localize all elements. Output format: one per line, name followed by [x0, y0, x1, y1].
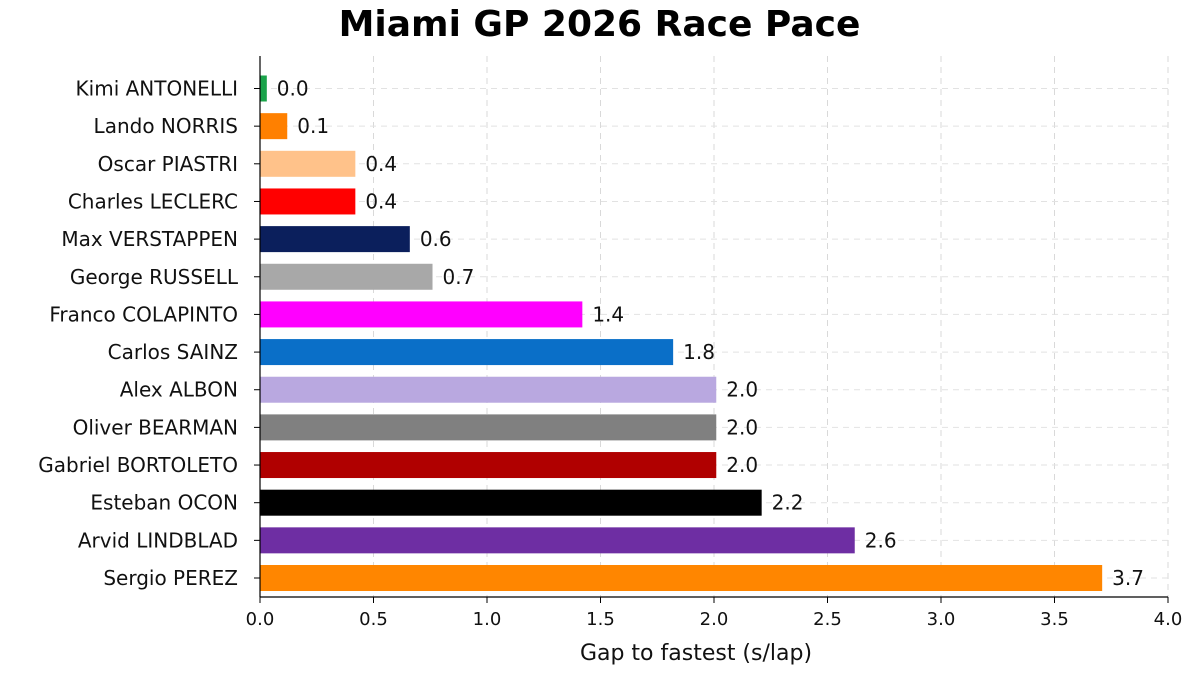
value-label: 0.1: [297, 114, 329, 138]
x-tick-label: 2.5: [813, 609, 842, 630]
bar: [260, 226, 410, 253]
value-label: 0.6: [420, 227, 452, 251]
x-tick-label: 3.5: [1040, 609, 1069, 630]
bar: [260, 527, 855, 554]
x-tick-label: 0.0: [246, 609, 275, 630]
bar: [260, 301, 583, 328]
bar: [260, 414, 717, 441]
category-label: Charles LECLERC: [68, 189, 238, 213]
bar: [260, 565, 1103, 591]
category-label: Arvid LINDBLAD: [78, 528, 238, 552]
value-label: 2.0: [726, 453, 758, 477]
bar: [260, 188, 356, 215]
x-tick-label: 1.0: [473, 609, 502, 630]
value-label: 0.7: [443, 265, 475, 289]
category-label: Alex ALBON: [120, 378, 238, 402]
x-axis-title: Gap to fastest (s/lap): [580, 641, 812, 666]
value-label: 2.6: [865, 528, 897, 552]
bar: [260, 339, 674, 366]
value-label: 2.2: [772, 491, 804, 515]
value-label: 1.4: [592, 302, 624, 326]
category-label: Max VERSTAPPEN: [61, 227, 238, 251]
bar: [260, 113, 288, 140]
category-label: Gabriel BORTOLETO: [38, 453, 238, 477]
x-tick-label: 4.0: [1154, 609, 1183, 630]
bar: [260, 452, 717, 479]
value-label: 2.0: [726, 378, 758, 402]
bar: [260, 263, 433, 290]
axes: [254, 56, 1169, 603]
bars: [260, 75, 1103, 591]
category-label: Lando NORRIS: [94, 114, 238, 138]
x-tick-label: 2.0: [700, 609, 729, 630]
x-tick-label: 0.5: [359, 609, 388, 630]
category-label: Oliver BEARMAN: [73, 415, 238, 439]
value-label: 0.4: [365, 189, 397, 213]
bar: [260, 376, 717, 403]
category-label: George RUSSELL: [70, 265, 239, 289]
x-tick-label: 1.5: [586, 609, 615, 630]
category-label: Oscar PIASTRI: [98, 152, 238, 176]
bar: [260, 489, 762, 516]
category-label: Franco COLAPINTO: [49, 302, 238, 326]
value-label: 3.7: [1112, 566, 1144, 590]
bar: [260, 150, 356, 177]
labels: 0.0 Kimi ANTONELLI 0.1 Lando NORRIS 0.4 Oscar…: [38, 77, 1182, 631]
value-label: 0.4: [365, 152, 397, 176]
category-label: Sergio PEREZ: [103, 566, 238, 590]
category-label: Esteban OCON: [90, 491, 238, 515]
bar: [260, 75, 267, 102]
value-label: 0.0: [277, 77, 309, 101]
value-label: 2.0: [726, 415, 758, 439]
category-label: Carlos SAINZ: [108, 340, 238, 364]
category-label: Kimi ANTONELLI: [76, 77, 238, 101]
chart-title: Miami GP 2026 Race Pace: [338, 4, 861, 45]
x-tick-label: 3.0: [927, 609, 956, 630]
value-label: 1.8: [683, 340, 715, 364]
